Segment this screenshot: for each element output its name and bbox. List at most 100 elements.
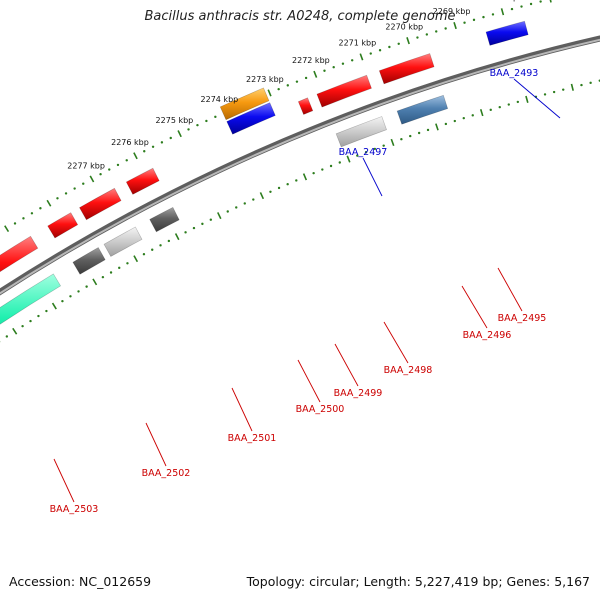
scale-minor-tick [143, 150, 146, 153]
scale-minor-tick [277, 87, 280, 91]
gene-callout-line [497, 267, 523, 312]
scale-minor-tick [151, 248, 154, 251]
scale-minor-tick [409, 134, 412, 138]
scale-minor-tick [369, 52, 372, 55]
gene-block[interactable] [149, 206, 180, 233]
scale-major-tick [346, 155, 351, 163]
gene-block[interactable] [378, 53, 435, 85]
scale-minor-tick [205, 119, 208, 123]
scale-minor-tick [201, 222, 204, 226]
scale-minor-tick [69, 295, 72, 298]
scale-minor-tick [329, 164, 333, 168]
scale-minor-tick [252, 198, 255, 201]
scale-major-tick [177, 130, 182, 138]
scale-label: 2269 kbp [433, 7, 471, 16]
scale-minor-tick [29, 319, 32, 323]
scale-minor-tick [471, 114, 474, 117]
gene-block[interactable] [219, 87, 270, 121]
scale-major-tick [453, 21, 457, 30]
gene-block[interactable] [226, 102, 276, 135]
scale-minor-tick [373, 147, 377, 151]
scale-minor-tick [417, 131, 421, 135]
gene-block[interactable] [125, 167, 160, 195]
scale-minor-tick [151, 145, 155, 148]
scale-minor-tick [520, 5, 523, 8]
gene-label[interactable]: BAA_2498 [384, 365, 433, 376]
gene-callout-line [231, 387, 253, 432]
scale-minor-tick [539, 0, 542, 3]
scale-minor-tick [99, 173, 102, 176]
inner-scale-ruler [0, 79, 600, 343]
scale-minor-tick [378, 49, 382, 52]
scale-minor-tick [444, 27, 447, 30]
scale-label: 2273 kbp [246, 75, 284, 84]
gene-block[interactable] [103, 226, 143, 257]
chromosome-backbone-highlight [0, 38, 600, 295]
gene-label[interactable]: BAA_2497 [339, 147, 388, 158]
scale-minor-tick [243, 202, 246, 205]
scale-minor-tick [321, 168, 324, 171]
scale-label: 2270 kbp [385, 22, 423, 31]
scale-major-tick [500, 8, 505, 16]
gene-block[interactable] [396, 94, 449, 125]
scale-minor-tick [507, 103, 510, 106]
scale-minor-tick [22, 217, 25, 220]
scale-minor-tick [82, 182, 85, 185]
scale-minor-tick [295, 80, 299, 83]
chromosome-backbone [0, 35, 600, 296]
scale-minor-tick [543, 93, 547, 96]
scale-label: 2275 kbp [156, 116, 194, 125]
scale-minor-tick [286, 182, 289, 186]
scale-major-tick [313, 70, 318, 78]
scale-minor-tick [196, 123, 199, 127]
scale-major-tick [406, 37, 410, 45]
scale-minor-tick [491, 13, 495, 16]
scale-major-tick [267, 89, 272, 97]
scale-minor-tick [125, 159, 128, 162]
scale-minor-tick [192, 226, 196, 230]
gene-label[interactable]: BAA_2496 [463, 330, 512, 341]
scale-minor-tick [312, 171, 315, 175]
gene-label[interactable]: BAA_2499 [334, 388, 383, 399]
gene-block[interactable] [72, 247, 106, 275]
scale-major-tick [12, 327, 18, 335]
gene-label[interactable]: BAA_2503 [50, 504, 99, 515]
genome-summary-text: Topology: circular; Length: 5,227,419 bp… [246, 574, 590, 589]
gene-block[interactable] [79, 187, 122, 221]
gene-block[interactable] [335, 116, 387, 148]
gene-label[interactable]: BAA_2493 [490, 68, 539, 79]
gene-callout-line [297, 359, 321, 403]
scale-minor-tick [187, 128, 190, 131]
gene-label[interactable]: BAA_2495 [498, 313, 547, 324]
scale-major-tick [359, 53, 364, 61]
gene-callout-line [461, 285, 488, 329]
scale-minor-tick [13, 222, 17, 225]
scale-minor-tick [516, 100, 520, 104]
scale-minor-tick [142, 253, 146, 256]
gene-label[interactable]: BAA_2500 [296, 404, 345, 415]
scale-major-tick [390, 138, 395, 146]
scale-minor-tick [101, 275, 105, 279]
scale-minor-tick [159, 244, 162, 247]
scale-minor-tick [167, 239, 171, 243]
scale-minor-tick [472, 18, 476, 22]
gene-callout-line [53, 458, 75, 503]
scale-minor-tick [73, 187, 76, 190]
gene-block[interactable] [316, 74, 372, 108]
gene-label[interactable]: BAA_2501 [228, 433, 277, 444]
scale-minor-tick [323, 69, 326, 72]
scale-minor-tick [126, 262, 129, 265]
scale-minor-tick [21, 324, 24, 328]
gene-block[interactable] [0, 273, 62, 372]
scale-major-tick [4, 225, 10, 233]
gene-block[interactable] [297, 97, 314, 115]
gene-block[interactable] [485, 20, 529, 46]
gene-label[interactable]: BAA_2502 [142, 468, 191, 479]
scale-minor-tick [116, 163, 120, 167]
gene-block[interactable] [47, 212, 79, 239]
gene-block[interactable] [0, 235, 39, 294]
scale-minor-tick [341, 62, 345, 65]
scale-minor-tick [416, 36, 419, 39]
scale-major-tick [46, 199, 52, 207]
